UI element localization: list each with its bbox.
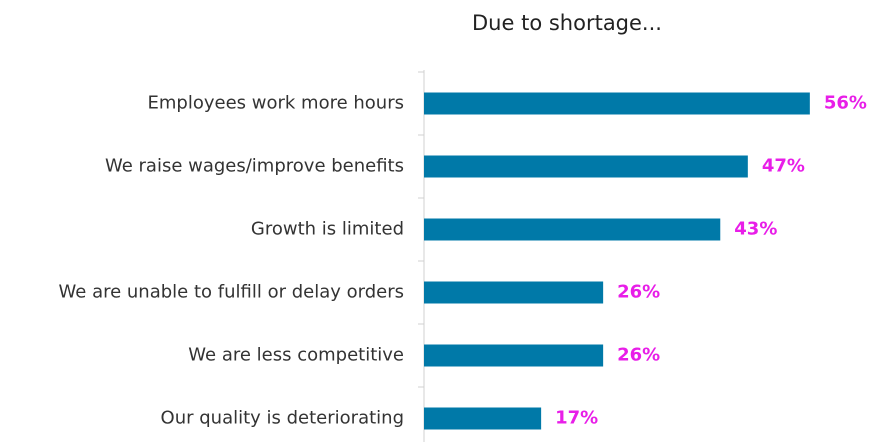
- category-label: We are less competitive: [188, 345, 404, 366]
- category-label: Our quality is deteriorating: [161, 408, 404, 429]
- chart-title: Due to shortage...: [472, 11, 662, 35]
- bar: [424, 344, 604, 367]
- data-label: 26%: [617, 345, 660, 366]
- category-label: Employees work more hours: [148, 93, 404, 114]
- bar: [424, 407, 542, 430]
- data-label: 26%: [617, 282, 660, 303]
- bar: [424, 218, 721, 241]
- data-label: 56%: [824, 93, 867, 114]
- bar: [424, 155, 748, 178]
- category-label: We raise wages/improve benefits: [105, 156, 404, 177]
- category-label: Growth is limited: [251, 219, 404, 240]
- data-label: 43%: [734, 219, 777, 240]
- data-label: 17%: [555, 408, 598, 429]
- data-label: 47%: [762, 156, 805, 177]
- category-label: We are unable to fulfill or delay orders: [59, 282, 404, 303]
- bar: [424, 92, 810, 115]
- bar: [424, 281, 604, 304]
